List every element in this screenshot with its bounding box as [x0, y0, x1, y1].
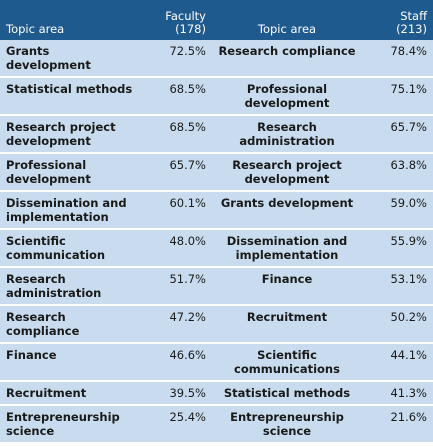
table-row: Research project development 68.5% Researc… [0, 115, 433, 153]
staff-header: Staff (213) [362, 0, 433, 40]
faculty-topic-cell: Research compliance [6, 310, 80, 338]
staff-topic-cell: Scientific communications [234, 348, 340, 376]
table-body: Grants development 72.5% Research complian… [0, 40, 433, 443]
staff-percent-cell: 44.1% [390, 348, 427, 362]
staff-percent-cell: 59.0% [390, 196, 427, 210]
table-row: Statistical methods 68.5% Professional dev… [0, 77, 433, 115]
staff-topic-header-label: Topic area [257, 22, 317, 36]
staff-percent-cell: 55.9% [390, 234, 427, 248]
faculty-topic-cell: Entrepreneurship science [6, 410, 120, 438]
staff-topic-header: Topic area [212, 0, 362, 40]
table-row: Dissemination and implementation 60.1% Gra… [0, 191, 433, 229]
faculty-percent-cell: 39.5% [169, 386, 206, 400]
table-row: Recruitment 39.5% Statistical methods 41.3% [0, 381, 433, 405]
header-row: Topic area Faculty (178) Topic area Staf… [0, 0, 433, 40]
faculty-percent-cell: 25.4% [169, 410, 206, 424]
staff-topic-cell: Statistical methods [223, 386, 351, 400]
staff-percent-cell: 53.1% [390, 272, 427, 286]
staff-topic-cell: Entrepreneurship science [230, 410, 344, 438]
staff-topic-cell: Dissemination and implementation [226, 234, 348, 262]
staff-header-count: (213) [396, 22, 427, 36]
faculty-topic-cell: Research project development [6, 120, 116, 148]
staff-percent-cell: 63.8% [390, 158, 427, 172]
faculty-percent-cell: 60.1% [169, 196, 206, 210]
table-row: Finance 46.6% Scientific communications 44.… [0, 343, 433, 381]
staff-topic-cell: Finance [261, 272, 313, 286]
staff-topic-cell: Grants development [220, 196, 354, 210]
staff-percent-cell: 75.1% [390, 82, 427, 96]
faculty-topic-cell: Recruitment [6, 386, 87, 400]
table-header: Topic area Faculty (178) Topic area Staf… [0, 0, 433, 40]
faculty-header-count: (178) [175, 22, 206, 36]
table-row: Scientific communication 48.0% Disseminati… [0, 229, 433, 267]
faculty-header-label: Faculty [165, 9, 206, 23]
staff-percent-cell: 21.6% [390, 410, 427, 424]
faculty-topic-cell: Scientific communication [6, 234, 106, 262]
faculty-topic-header: Topic area [0, 0, 141, 40]
faculty-percent-cell: 68.5% [169, 82, 206, 96]
faculty-percent-cell: 46.6% [169, 348, 206, 362]
staff-topic-cell: Research compliance [218, 44, 356, 58]
faculty-topic-cell: Dissemination and implementation [6, 196, 127, 224]
staff-topic-cell: Professional development [244, 82, 330, 110]
table-row: Professional development 65.7% Research pr… [0, 153, 433, 191]
faculty-topic-header-label: Topic area [6, 22, 65, 36]
staff-percent-cell: 50.2% [390, 310, 427, 324]
staff-percent-cell: 41.3% [390, 386, 427, 400]
faculty-topic-cell: Professional development [6, 158, 91, 186]
faculty-percent-cell: 48.0% [169, 234, 206, 248]
table-row: Research compliance 47.2% Recruitment 50.2% [0, 305, 433, 343]
table-row: Entrepreneurship science 25.4% Entrepreneu… [0, 405, 433, 443]
staff-header-label: Staff [400, 9, 427, 23]
faculty-topic-cell: Statistical methods [6, 82, 133, 96]
staff-topic-cell: Research project development [232, 158, 342, 186]
staff-percent-cell: 65.7% [390, 120, 427, 134]
faculty-percent-cell: 72.5% [169, 44, 206, 58]
table-row: Grants development 72.5% Research complian… [0, 40, 433, 77]
faculty-percent-cell: 47.2% [169, 310, 206, 324]
faculty-percent-cell: 65.7% [169, 158, 206, 172]
table-row: Research administration 51.7% Finance 53.1% [0, 267, 433, 305]
faculty-header: Faculty (178) [141, 0, 212, 40]
staff-topic-cell: Research administration [239, 120, 335, 148]
faculty-topic-cell: Finance [6, 348, 57, 362]
faculty-topic-cell: Grants development [6, 44, 91, 72]
faculty-percent-cell: 51.7% [169, 272, 206, 286]
faculty-topic-cell: Research administration [6, 272, 102, 300]
staff-topic-cell: Recruitment [246, 310, 328, 324]
staff-percent-cell: 78.4% [390, 44, 427, 58]
faculty-percent-cell: 68.5% [169, 120, 206, 134]
